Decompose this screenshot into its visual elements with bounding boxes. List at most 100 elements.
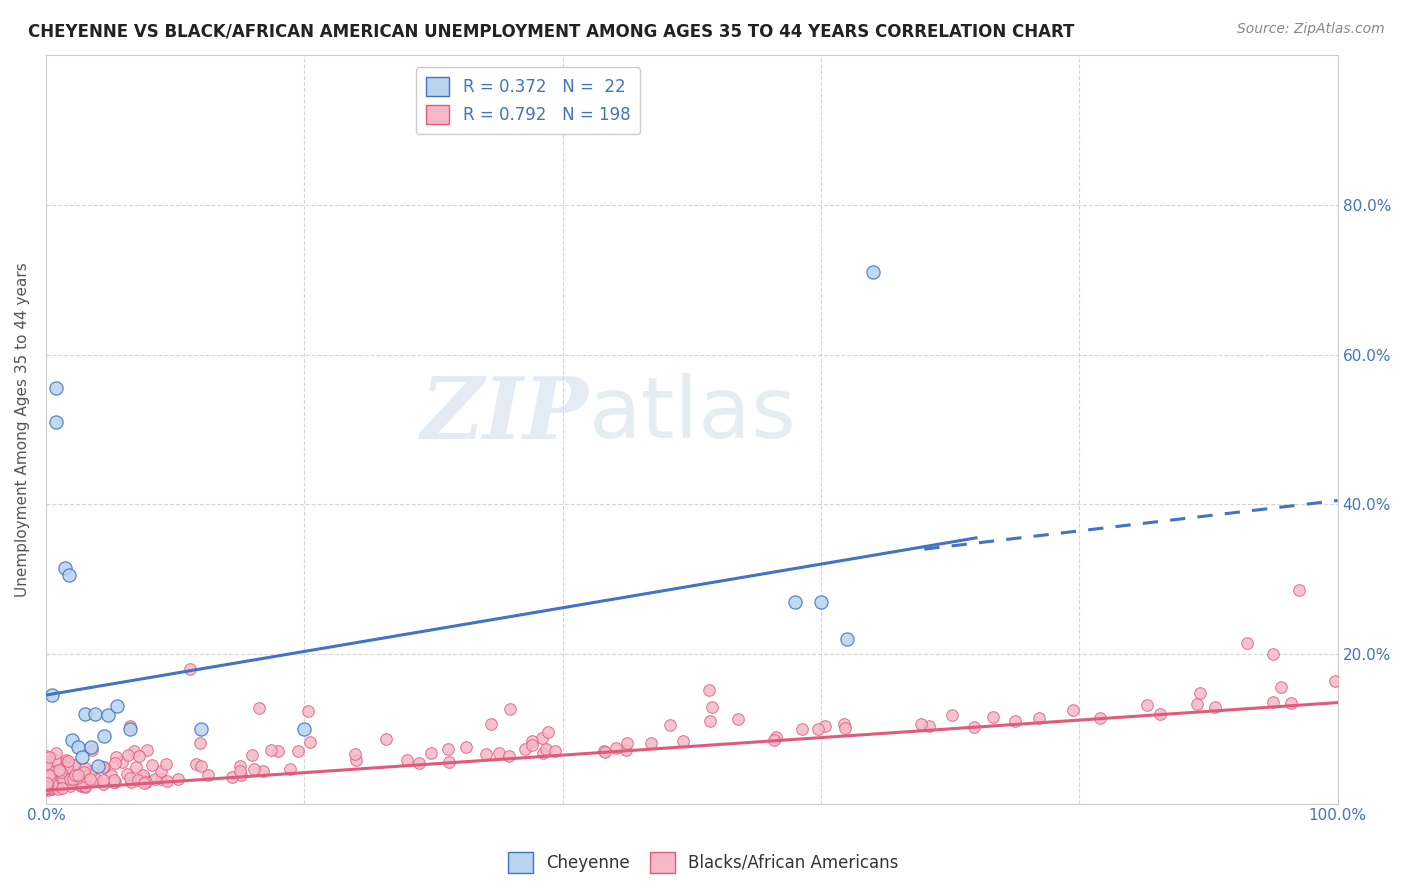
Point xyxy=(65,768,87,782)
Point xyxy=(672,734,695,748)
Point xyxy=(37,783,59,797)
Point xyxy=(91,760,114,774)
Point xyxy=(44,753,66,767)
Point xyxy=(1204,700,1226,714)
Point xyxy=(343,747,366,761)
Point xyxy=(375,732,398,747)
Point xyxy=(835,632,858,646)
Point xyxy=(702,700,724,714)
Point xyxy=(1288,583,1310,598)
Point xyxy=(287,744,309,758)
Point xyxy=(143,772,166,786)
Point xyxy=(46,777,69,791)
Point xyxy=(1090,711,1112,725)
Point xyxy=(35,765,58,780)
Point xyxy=(111,755,134,769)
Point xyxy=(41,762,63,776)
Point xyxy=(420,746,443,760)
Point xyxy=(59,779,82,793)
Point xyxy=(522,734,544,748)
Point xyxy=(437,742,460,756)
Point xyxy=(1028,711,1050,725)
Point xyxy=(1188,686,1211,700)
Point xyxy=(56,776,79,790)
Point xyxy=(135,743,157,757)
Point xyxy=(91,772,114,787)
Point xyxy=(44,776,66,790)
Point xyxy=(488,746,510,760)
Point xyxy=(48,763,70,777)
Point xyxy=(35,771,58,785)
Text: atlas: atlas xyxy=(589,373,796,456)
Point xyxy=(1261,647,1284,661)
Point xyxy=(910,717,932,731)
Point xyxy=(66,771,89,785)
Point xyxy=(53,561,76,575)
Point xyxy=(1136,698,1159,712)
Point xyxy=(58,568,80,582)
Point xyxy=(35,778,58,792)
Point xyxy=(1149,707,1171,722)
Point xyxy=(70,779,93,793)
Point xyxy=(149,772,172,787)
Point xyxy=(41,777,63,791)
Point xyxy=(167,772,190,787)
Point xyxy=(292,722,315,736)
Point xyxy=(93,760,115,774)
Point xyxy=(297,704,319,718)
Point xyxy=(35,772,58,787)
Point xyxy=(80,740,103,755)
Point xyxy=(60,733,83,747)
Point xyxy=(810,594,832,608)
Point xyxy=(408,756,430,770)
Point xyxy=(80,743,103,757)
Point xyxy=(35,780,58,794)
Point xyxy=(699,682,721,697)
Point xyxy=(41,688,63,702)
Point xyxy=(41,781,63,796)
Point xyxy=(105,699,128,714)
Point xyxy=(38,769,60,783)
Point xyxy=(105,749,128,764)
Point xyxy=(814,719,837,733)
Point xyxy=(128,749,150,764)
Point xyxy=(243,762,266,776)
Point xyxy=(605,740,627,755)
Point xyxy=(229,768,252,782)
Point xyxy=(41,777,63,791)
Point xyxy=(834,717,856,731)
Point xyxy=(62,774,84,789)
Point xyxy=(35,780,58,795)
Text: CHEYENNE VS BLACK/AFRICAN AMERICAN UNEMPLOYMENT AMONG AGES 35 TO 44 YEARS CORREL: CHEYENNE VS BLACK/AFRICAN AMERICAN UNEMP… xyxy=(28,22,1074,40)
Point xyxy=(479,717,502,731)
Point xyxy=(69,771,91,785)
Point xyxy=(197,768,219,782)
Point xyxy=(39,774,62,789)
Point xyxy=(155,757,177,772)
Y-axis label: Unemployment Among Ages 35 to 44 years: Unemployment Among Ages 35 to 44 years xyxy=(15,262,30,597)
Point xyxy=(56,760,79,774)
Point xyxy=(35,778,58,792)
Point xyxy=(699,714,721,729)
Point xyxy=(37,762,59,776)
Point xyxy=(35,771,58,785)
Point xyxy=(35,757,58,772)
Point xyxy=(73,706,96,721)
Point xyxy=(55,755,77,769)
Point xyxy=(1187,697,1209,711)
Point xyxy=(515,742,537,756)
Point xyxy=(1004,714,1026,728)
Point xyxy=(616,736,638,750)
Point xyxy=(437,755,460,769)
Point xyxy=(75,780,97,794)
Point xyxy=(73,761,96,775)
Point xyxy=(1270,680,1292,694)
Point xyxy=(593,745,616,759)
Point xyxy=(1324,673,1347,688)
Point xyxy=(69,775,91,789)
Point xyxy=(51,781,73,796)
Point xyxy=(35,781,58,796)
Point xyxy=(58,768,80,782)
Point xyxy=(247,701,270,715)
Point xyxy=(117,748,139,763)
